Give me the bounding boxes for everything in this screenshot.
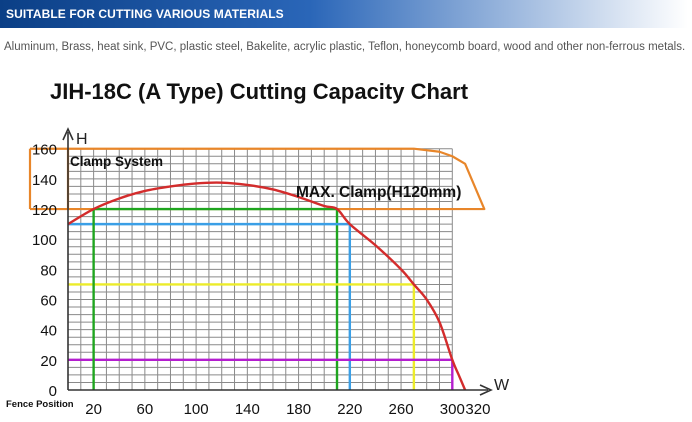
- capacity-markers: [68, 207, 454, 390]
- y-tick-label: 140: [32, 172, 57, 189]
- section-banner: SUITABLE FOR CUTTING VARIOUS MATERIALS: [0, 0, 688, 28]
- y-axis-label: H: [76, 131, 88, 148]
- y-tick-label: 40: [40, 323, 57, 340]
- y-tick-label: 160: [32, 142, 57, 159]
- clamp-system-outline: [66, 147, 486, 211]
- x-axis-arrow: [479, 384, 493, 396]
- x-axis-label: W: [494, 377, 510, 394]
- x-tick-label: 320: [465, 401, 490, 418]
- y-tick-label: 100: [32, 232, 57, 249]
- section-title: SUITABLE FOR CUTTING VARIOUS MATERIALS: [6, 7, 284, 21]
- capacity-curve: [67, 181, 467, 391]
- x-tick-label: 180: [286, 401, 311, 418]
- x-tick-label: 140: [235, 401, 260, 418]
- x-tick-label: 60: [137, 401, 154, 418]
- chart-title: JIH-18C (A Type) Cutting Capacity Chart: [50, 79, 469, 104]
- x-tick-label: 220: [337, 401, 362, 418]
- y-tick-label: 0: [49, 383, 57, 400]
- x-tick-label: 260: [389, 401, 414, 418]
- x-tick-label: 100: [184, 401, 209, 418]
- clamp-system-region: [28, 147, 486, 211]
- capacity-curve-layer: [67, 181, 467, 391]
- y-tick-label: 120: [32, 202, 57, 219]
- y-axis-arrow: [62, 127, 74, 141]
- fence-position-label: Fence Position: [6, 399, 74, 410]
- tick-labels: 0 20 40 60 80 100 120 140 160 20 60 100 140 180 220 260…: [32, 142, 490, 418]
- materials-description: Aluminum, Brass, heat sink, PVC, plastic…: [4, 41, 686, 53]
- x-tick-label: 20: [85, 401, 102, 418]
- max-clamp-label: MAX. Clamp(H120mm): [296, 184, 461, 201]
- x-tick-label: 300: [440, 401, 465, 418]
- axes: [62, 127, 493, 396]
- clamp-system-label: Clamp System: [70, 154, 163, 169]
- y-tick-label: 60: [40, 293, 57, 310]
- y-tick-label: 80: [40, 262, 57, 279]
- y-tick-label: 20: [40, 353, 57, 370]
